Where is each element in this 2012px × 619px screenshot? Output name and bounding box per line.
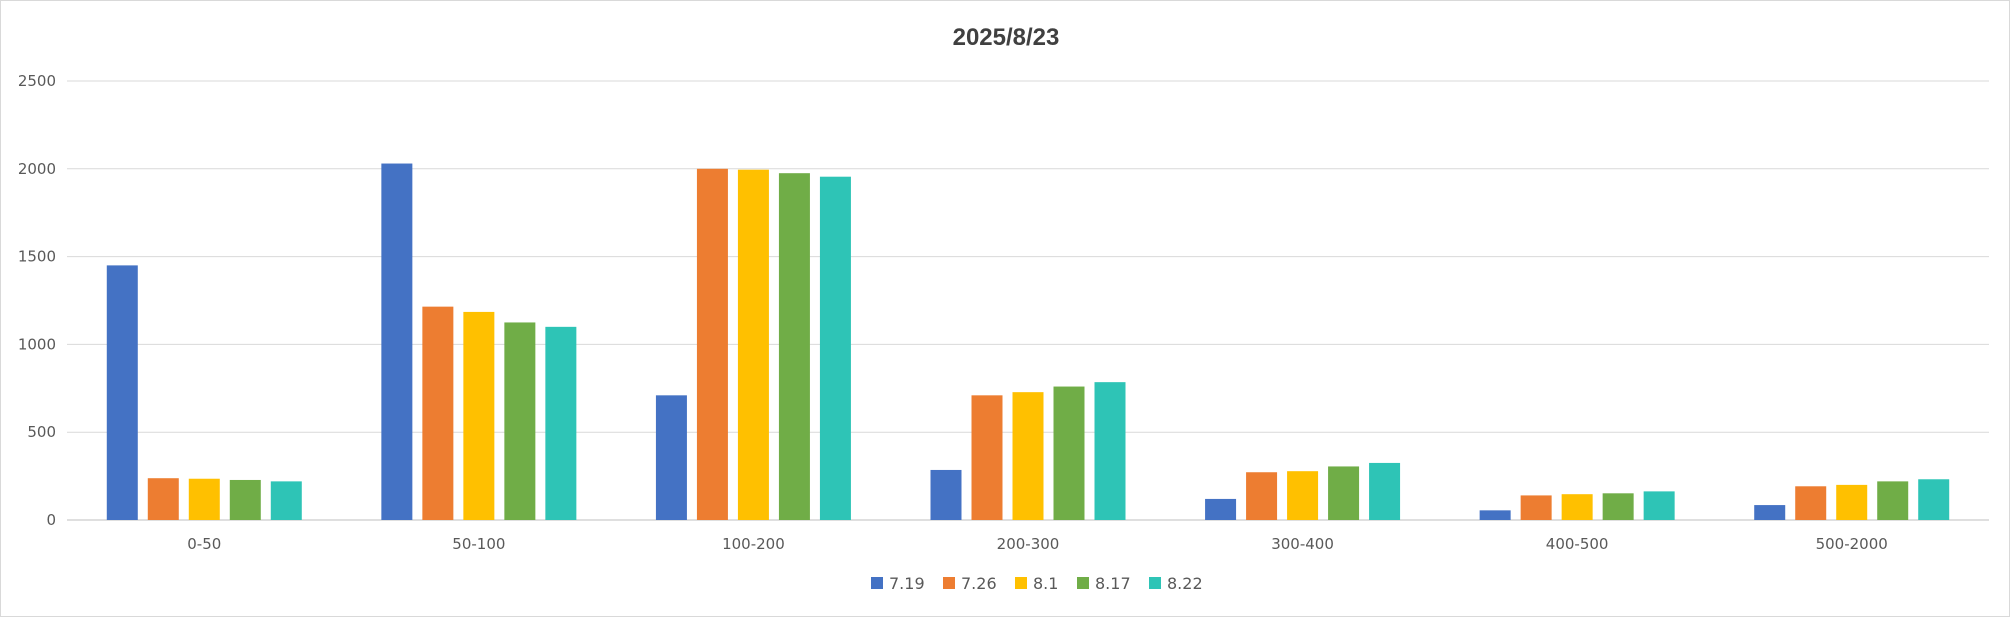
legend-swatch xyxy=(1077,577,1089,589)
bar xyxy=(229,479,261,520)
legend-swatch xyxy=(1015,577,1027,589)
bar xyxy=(930,469,962,520)
bar xyxy=(1520,495,1552,520)
bar xyxy=(147,478,179,520)
bar xyxy=(971,395,1003,520)
x-tick-label: 500-2000 xyxy=(1816,535,1888,553)
bar xyxy=(696,168,728,521)
y-tick-label: 2500 xyxy=(18,72,56,90)
bar xyxy=(778,173,810,520)
bar xyxy=(1328,466,1360,520)
bar xyxy=(381,163,413,521)
x-tick-label: 50-100 xyxy=(452,535,505,553)
bars xyxy=(106,163,1950,521)
bar xyxy=(1205,498,1237,520)
bar xyxy=(1836,484,1868,520)
x-axis-ticks: 0-50 50-100 100-200 200-300 300-400 400-500 50… xyxy=(187,535,1888,553)
legend-swatch xyxy=(871,577,883,589)
bar xyxy=(737,169,769,521)
legend-label: 8.1 xyxy=(1033,574,1058,593)
bar xyxy=(819,176,851,520)
bar xyxy=(188,478,220,520)
bar xyxy=(1094,382,1126,520)
bar xyxy=(1287,471,1319,520)
bar xyxy=(106,265,138,520)
bar xyxy=(463,311,495,520)
legend-swatch xyxy=(1149,577,1161,589)
legend-label: 7.26 xyxy=(961,574,997,593)
bar xyxy=(1246,472,1278,520)
x-tick-label: 100-200 xyxy=(722,535,785,553)
bar xyxy=(504,322,536,520)
chart-title: 2025/8/23 xyxy=(953,24,1060,51)
y-axis-ticks: 0 500 1000 1500 2000 2500 xyxy=(18,72,56,529)
bar xyxy=(1877,481,1909,520)
bar xyxy=(1643,491,1675,520)
y-tick-label: 2000 xyxy=(18,160,56,178)
x-tick-label: 400-500 xyxy=(1546,535,1609,553)
x-tick-label: 200-300 xyxy=(997,535,1060,553)
legend-swatch xyxy=(943,577,955,589)
x-tick-label: 0-50 xyxy=(187,535,221,553)
bar xyxy=(1479,510,1511,520)
bar xyxy=(655,395,687,520)
bar xyxy=(545,326,577,520)
legend-label: 8.17 xyxy=(1095,574,1131,593)
bar xyxy=(422,306,454,520)
y-tick-label: 1000 xyxy=(18,335,56,353)
bar xyxy=(1012,392,1044,520)
bar xyxy=(1602,493,1634,520)
y-tick-label: 1500 xyxy=(18,248,56,266)
y-tick-label: 500 xyxy=(27,423,56,441)
legend-label: 8.22 xyxy=(1167,574,1203,593)
y-tick-label: 0 xyxy=(46,511,56,529)
bar xyxy=(270,481,302,520)
bar xyxy=(1918,479,1950,520)
bar xyxy=(1795,486,1827,520)
bar xyxy=(1053,386,1085,520)
bar xyxy=(1369,462,1401,520)
legend-label: 7.19 xyxy=(889,574,925,593)
bar xyxy=(1561,494,1593,520)
bar xyxy=(1754,505,1786,520)
x-tick-label: 300-400 xyxy=(1271,535,1334,553)
legend: 7.19 7.26 8.1 8.17 8.22 xyxy=(871,574,1203,593)
